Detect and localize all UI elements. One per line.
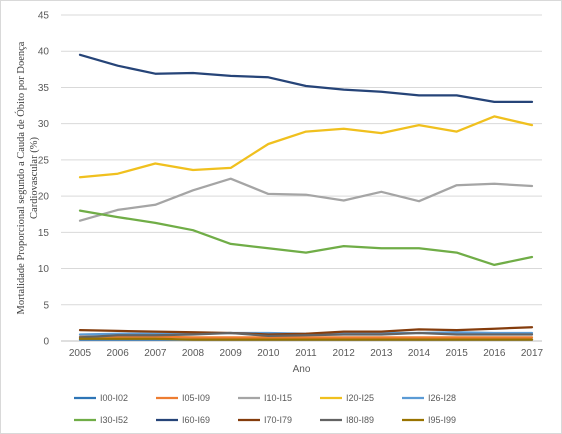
- legend-label: I60-I69: [182, 415, 210, 425]
- y-tick-label: 40: [38, 47, 50, 58]
- legend-item: I10-I15: [238, 393, 292, 403]
- legend-item: I80-I89: [320, 415, 374, 425]
- x-tick-label: 2016: [483, 348, 506, 359]
- y-tick-label: 5: [43, 300, 49, 311]
- legend-label: I00-I02: [100, 393, 128, 403]
- x-tick-label: 2014: [408, 348, 431, 359]
- series-line: [78, 209, 534, 267]
- y-axis-title-line2: Cardiovascular (%): [29, 137, 40, 219]
- x-tick-label: 2008: [182, 348, 205, 359]
- x-tick-label: 2005: [69, 348, 92, 359]
- legend-label: I10-I15: [264, 393, 292, 403]
- legend-item: I26-I28: [402, 393, 456, 403]
- series-line: [78, 53, 534, 104]
- legend-item: I70-I79: [238, 415, 292, 425]
- gridlines: [61, 14, 542, 342]
- y-tick-label: 45: [38, 11, 50, 22]
- series-line: [78, 177, 534, 222]
- x-tick-label: 2011: [295, 348, 317, 359]
- x-tick-label: 2012: [333, 348, 356, 359]
- x-axis-ticks: 2005 2006 2007 2008 2009 2010 2011 2012 2013 2014…: [69, 348, 544, 359]
- x-axis-title: Ano: [293, 364, 311, 375]
- x-tick-label: 2017: [521, 348, 544, 359]
- legend-label: I70-I79: [264, 415, 292, 425]
- y-tick-label: 10: [38, 264, 50, 275]
- y-tick-label: 25: [38, 155, 50, 166]
- series-line: [78, 326, 534, 336]
- y-tick-label: 0: [43, 337, 49, 348]
- legend-item: I00-I02: [74, 393, 128, 403]
- legend-label: I30-I52: [100, 415, 128, 425]
- x-tick-label: 2013: [370, 348, 393, 359]
- x-tick-label: 2009: [220, 348, 243, 359]
- x-tick-label: 2007: [144, 348, 167, 359]
- legend-label: I80-I89: [346, 415, 374, 425]
- y-tick-label: 30: [38, 119, 50, 130]
- legend-item: I30-I52: [74, 415, 128, 425]
- series-line: [78, 337, 534, 341]
- x-tick-label: 2006: [107, 348, 130, 359]
- series-line: [78, 115, 534, 179]
- legend-item: I60-I69: [156, 415, 210, 425]
- series-lines: [78, 53, 534, 341]
- legend-label: I26-I28: [428, 393, 456, 403]
- y-axis-ticks: 0 5 10 15 20 25 30 35 40 45: [38, 11, 50, 348]
- y-tick-label: 35: [38, 83, 50, 94]
- y-tick-label: 15: [38, 228, 50, 239]
- series-line: [78, 335, 534, 339]
- legend-label: I20-I25: [346, 393, 374, 403]
- legend: I00-I02 I05-I09 I10-I15 I20-I25 I26-I28 I30-I…: [74, 393, 456, 425]
- legend-item: I05-I09: [156, 393, 210, 403]
- legend-label: I05-I09: [182, 393, 210, 403]
- series-line: [78, 331, 534, 339]
- x-tick-label: 2015: [446, 348, 469, 359]
- y-tick-label: 20: [38, 192, 50, 203]
- legend-item: I95-I99: [402, 415, 456, 425]
- legend-label: I95-I99: [428, 415, 456, 425]
- legend-item: I20-I25: [320, 393, 374, 403]
- y-axis-title-line1: Mortalidade Proporcional segundo a Cauda…: [15, 41, 27, 314]
- x-tick-label: 2010: [257, 348, 280, 359]
